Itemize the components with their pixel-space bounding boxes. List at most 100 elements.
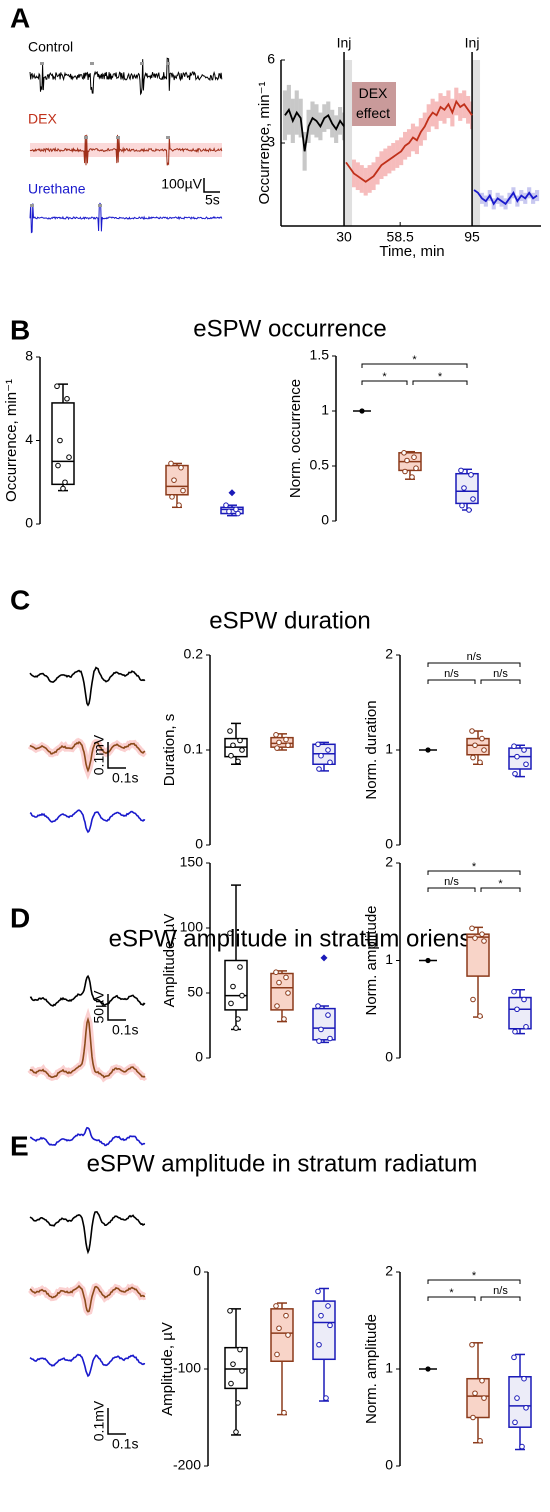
y-tick-label: 100 (180, 919, 204, 935)
data-point (327, 759, 333, 766)
data-point (62, 479, 68, 486)
data-point (469, 925, 475, 932)
data-point (285, 742, 291, 749)
event-marker (84, 136, 88, 139)
y-tick-label: -100 (173, 1360, 201, 1376)
scale-label: 5s (205, 192, 220, 208)
data-point (479, 735, 485, 742)
significance-label: * (438, 371, 443, 383)
y-axis-label: Norm. amplitude (363, 1314, 380, 1424)
data-point (235, 1016, 241, 1022)
panel-letter: E (10, 1130, 29, 1161)
data-point (477, 759, 483, 766)
data-point (230, 742, 236, 749)
scale-bar (203, 178, 220, 193)
data-point (168, 460, 174, 467)
data-point (228, 752, 234, 759)
data-point (169, 494, 175, 500)
data-point (477, 1013, 483, 1019)
data-point (54, 383, 60, 390)
box (466, 737, 490, 756)
raw-trace (29, 57, 223, 96)
significance-label: * (472, 861, 477, 873)
waveform (29, 741, 146, 773)
data-point (523, 1405, 529, 1411)
significance-label: * (382, 371, 387, 383)
data-point (325, 747, 331, 753)
y-tick-label: 6 (267, 51, 275, 67)
scale-label: 0.1s (112, 1022, 138, 1038)
event-marker (98, 204, 102, 207)
y-axis-label: Duration, s (161, 714, 178, 787)
trace-label: DEX (28, 111, 57, 127)
data-point (401, 450, 407, 456)
x-tick-label: 30 (336, 229, 352, 245)
data-point (512, 1028, 518, 1035)
data-point (239, 747, 245, 753)
data-point (283, 974, 289, 981)
significance-bracket (480, 887, 521, 892)
data-point (318, 752, 324, 759)
data-point (230, 983, 236, 990)
data-point (325, 1012, 331, 1018)
data-point (521, 747, 527, 753)
data-point (237, 1346, 243, 1353)
data-point (469, 1341, 475, 1348)
data-point (281, 1409, 287, 1416)
data-point (315, 741, 321, 748)
data-point (425, 1366, 431, 1372)
data-point (511, 1354, 517, 1361)
scale-label: 0.1s (112, 770, 138, 786)
y-axis-label: Occurrence, min⁻¹ (256, 82, 273, 205)
data-point (274, 1003, 280, 1009)
data-point (233, 1025, 239, 1031)
significance-bracket (361, 363, 468, 368)
data-point (413, 465, 419, 472)
data-point (512, 770, 518, 777)
x-tick-label: 58.5 (387, 229, 414, 245)
y-tick-label: 0 (385, 1049, 393, 1065)
raw-trace (29, 202, 223, 234)
data-point (404, 457, 410, 464)
data-point (523, 1024, 529, 1030)
raw-trace (29, 134, 223, 166)
data-point (239, 1368, 245, 1374)
significance-label: n/s (444, 668, 459, 680)
data-point (64, 395, 70, 402)
box (312, 1300, 336, 1361)
scale-bar (107, 1408, 126, 1435)
box (508, 996, 532, 1030)
significance-label: * (449, 1287, 454, 1299)
panel-title: eSPW amplitude in stratum radiatum (87, 1150, 478, 1177)
data-point (273, 1303, 279, 1309)
y-tick-label: 150 (180, 854, 204, 870)
data-point (459, 502, 465, 509)
box (270, 736, 294, 748)
y-axis-label: Amplitude, µV (161, 914, 178, 1008)
significance-bracket (412, 380, 468, 385)
data-point (227, 728, 233, 734)
panel-letter: C (10, 584, 30, 615)
panel-letter: B (10, 314, 30, 345)
waveform (29, 809, 146, 834)
data-point (223, 502, 229, 509)
data-point (523, 761, 529, 768)
waveform (29, 1211, 146, 1255)
data-point (468, 472, 474, 478)
y-tick-label: 3 (267, 134, 275, 150)
data-point (283, 1312, 289, 1319)
injection-shade (472, 60, 481, 226)
y-tick-label: 0 (25, 515, 33, 531)
box (165, 464, 189, 496)
data-point (281, 1016, 287, 1022)
y-tick-label: 50 (187, 984, 203, 1000)
data-line (284, 107, 345, 152)
significance-label: * (498, 878, 503, 890)
data-point (470, 996, 476, 1003)
injection-label: Inj (465, 35, 480, 51)
data-point (477, 1437, 483, 1444)
data-point (276, 979, 282, 986)
data-point (514, 1006, 520, 1013)
box (224, 959, 248, 1011)
data-point (327, 1035, 333, 1042)
